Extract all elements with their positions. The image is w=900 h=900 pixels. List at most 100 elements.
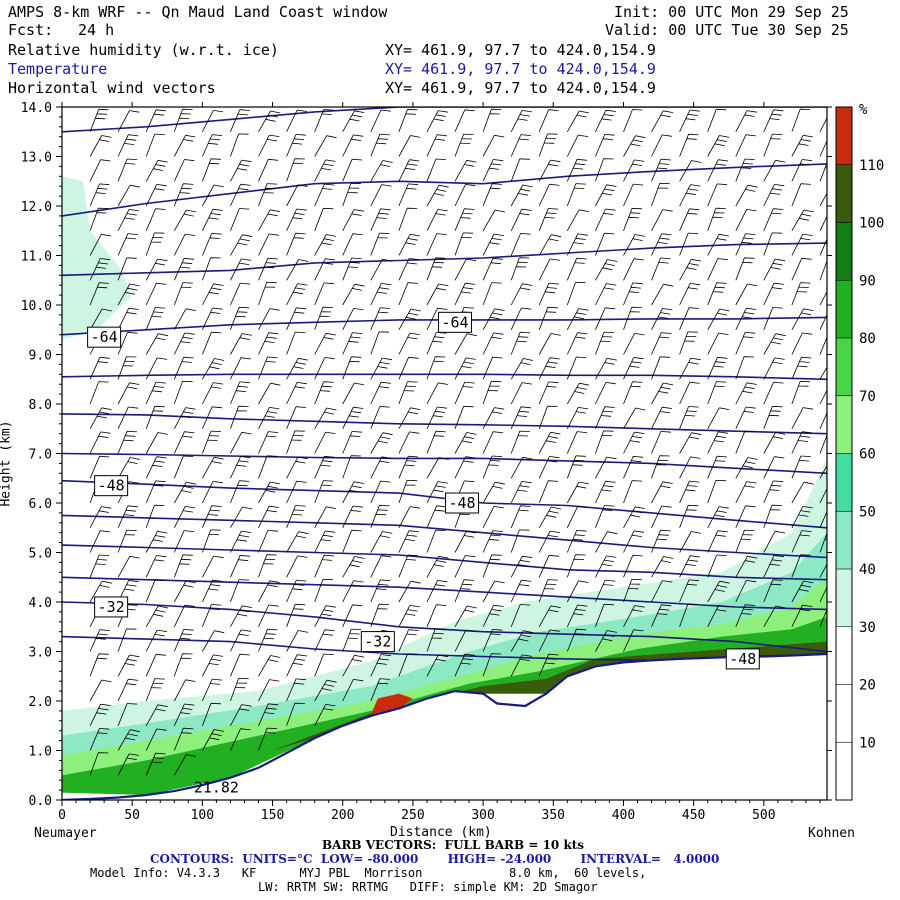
wind-barb (370, 480, 391, 504)
wind-barb (173, 754, 197, 776)
wind-barb (398, 629, 419, 652)
wind-barb (173, 629, 194, 652)
x-tick-label: 200 (331, 808, 354, 823)
wind-barb (763, 133, 783, 157)
wind-barb (763, 333, 786, 355)
wind-barb (623, 282, 643, 306)
wind-barb (230, 381, 250, 405)
contour-info: CONTOURS: UNITS=°C LOW= -80.000 HIGH= -2… (150, 852, 720, 866)
wind-barb (763, 307, 783, 330)
wind-barb (202, 729, 224, 751)
wind-barb (145, 456, 167, 479)
wind-barb (651, 308, 673, 330)
temperature-contour-6 (62, 452, 827, 475)
wind-barb (145, 653, 166, 677)
wind-barb (482, 506, 504, 528)
wind-barb (679, 232, 699, 256)
wind-barb (370, 381, 391, 405)
wind-barb (145, 258, 168, 281)
wind-barb (258, 134, 280, 157)
wind-barb (173, 183, 194, 207)
wind-barb (258, 158, 279, 182)
y-tick-label: 2.0 (29, 695, 52, 710)
y-tick-label: 11.0 (21, 250, 52, 265)
wind-barb (454, 184, 476, 207)
wind-barb (117, 628, 137, 652)
colorbar-segment (836, 453, 852, 512)
wind-barb (510, 134, 531, 157)
wind-barb (258, 481, 281, 504)
wind-barb (145, 480, 166, 504)
wind-barb (735, 555, 758, 578)
wind-barb (819, 238, 827, 256)
wind-barb (426, 356, 446, 380)
wind-barb (342, 556, 365, 578)
wind-barb (202, 134, 223, 157)
wind-barb (763, 579, 783, 603)
wind-barb (426, 307, 448, 330)
wind-barb (679, 184, 701, 207)
wind-barb (89, 381, 109, 405)
wind-barb (763, 405, 783, 429)
y-tick-label: 8.0 (29, 398, 52, 413)
x-tick-label: 300 (471, 808, 494, 823)
wind-barb (763, 605, 786, 627)
wind-barb (145, 530, 168, 553)
wind-barb (510, 406, 531, 429)
field-name-wind: Horizontal wind vectors (8, 79, 216, 97)
wind-barb (370, 208, 391, 231)
wind-barb (258, 655, 281, 677)
wind-barb (510, 208, 532, 231)
wind-barb (117, 110, 140, 132)
wind-barb (735, 406, 756, 429)
wind-barb (707, 480, 726, 504)
wind-barb (679, 133, 699, 157)
x-tick-label: 0 (58, 808, 66, 823)
wind-barb (707, 135, 730, 157)
wind-barb (482, 332, 504, 355)
wind-barb (735, 158, 755, 182)
wind-barb (230, 554, 251, 578)
wind-barb (819, 290, 827, 306)
wind-barb (735, 430, 755, 454)
forecast-hours: 24 h (78, 21, 115, 39)
y-axis-label: Height (km) (0, 420, 14, 507)
wind-barb (426, 505, 447, 528)
wind-barb (342, 654, 365, 677)
field-xy-temp: XY= 461.9, 97.7 to 424.0,154.9 (385, 60, 656, 78)
wind-barb (342, 134, 364, 157)
wind-barb (707, 530, 728, 553)
wind-barb (510, 481, 532, 504)
wind-barb (145, 579, 166, 603)
wind-barb (258, 604, 279, 627)
wind-barb (819, 259, 827, 281)
wind-barb (566, 382, 590, 405)
wind-barb (342, 455, 361, 479)
wind-barb (566, 233, 588, 256)
wind-barb (538, 506, 562, 528)
wind-barb (145, 381, 166, 405)
temperature-contour-8 (62, 514, 827, 559)
wind-barb (342, 158, 363, 182)
wind-barb (202, 307, 223, 330)
terrain-fill (62, 654, 827, 800)
wind-barb (623, 480, 643, 504)
wind-barb (398, 653, 418, 677)
wind-barb (566, 110, 590, 132)
wind-barb (538, 109, 559, 132)
wind-barb (173, 332, 195, 355)
barb-note: BARB VECTORS: FULL BARB = 10 kts (322, 838, 585, 852)
wind-barb (763, 184, 785, 207)
wind-barb (173, 703, 195, 726)
field-xy-rh: XY= 461.9, 97.7 to 424.0,154.9 (385, 41, 656, 59)
wind-barb (791, 183, 811, 207)
wind-barb (707, 605, 729, 627)
wind-barb (679, 603, 698, 627)
wind-barb (286, 603, 306, 627)
wind-barb (566, 356, 587, 380)
wind-barb (173, 530, 195, 553)
wind-barb (819, 313, 827, 330)
wind-barb (173, 653, 193, 677)
wind-barb (398, 455, 419, 479)
colorbar-tick-label: 110 (859, 158, 884, 174)
